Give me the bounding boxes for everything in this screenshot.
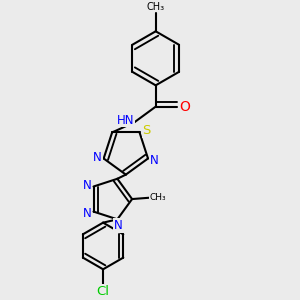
Text: CH₃: CH₃ <box>147 2 165 12</box>
Text: O: O <box>179 100 191 114</box>
Text: N: N <box>83 206 92 220</box>
Text: N: N <box>93 152 102 164</box>
Text: CH₃: CH₃ <box>149 193 166 202</box>
Text: Cl: Cl <box>97 285 110 298</box>
Text: HN: HN <box>116 113 134 127</box>
Text: N: N <box>150 154 159 167</box>
Text: N: N <box>114 219 123 232</box>
Text: N: N <box>83 178 92 192</box>
Text: S: S <box>142 124 151 137</box>
